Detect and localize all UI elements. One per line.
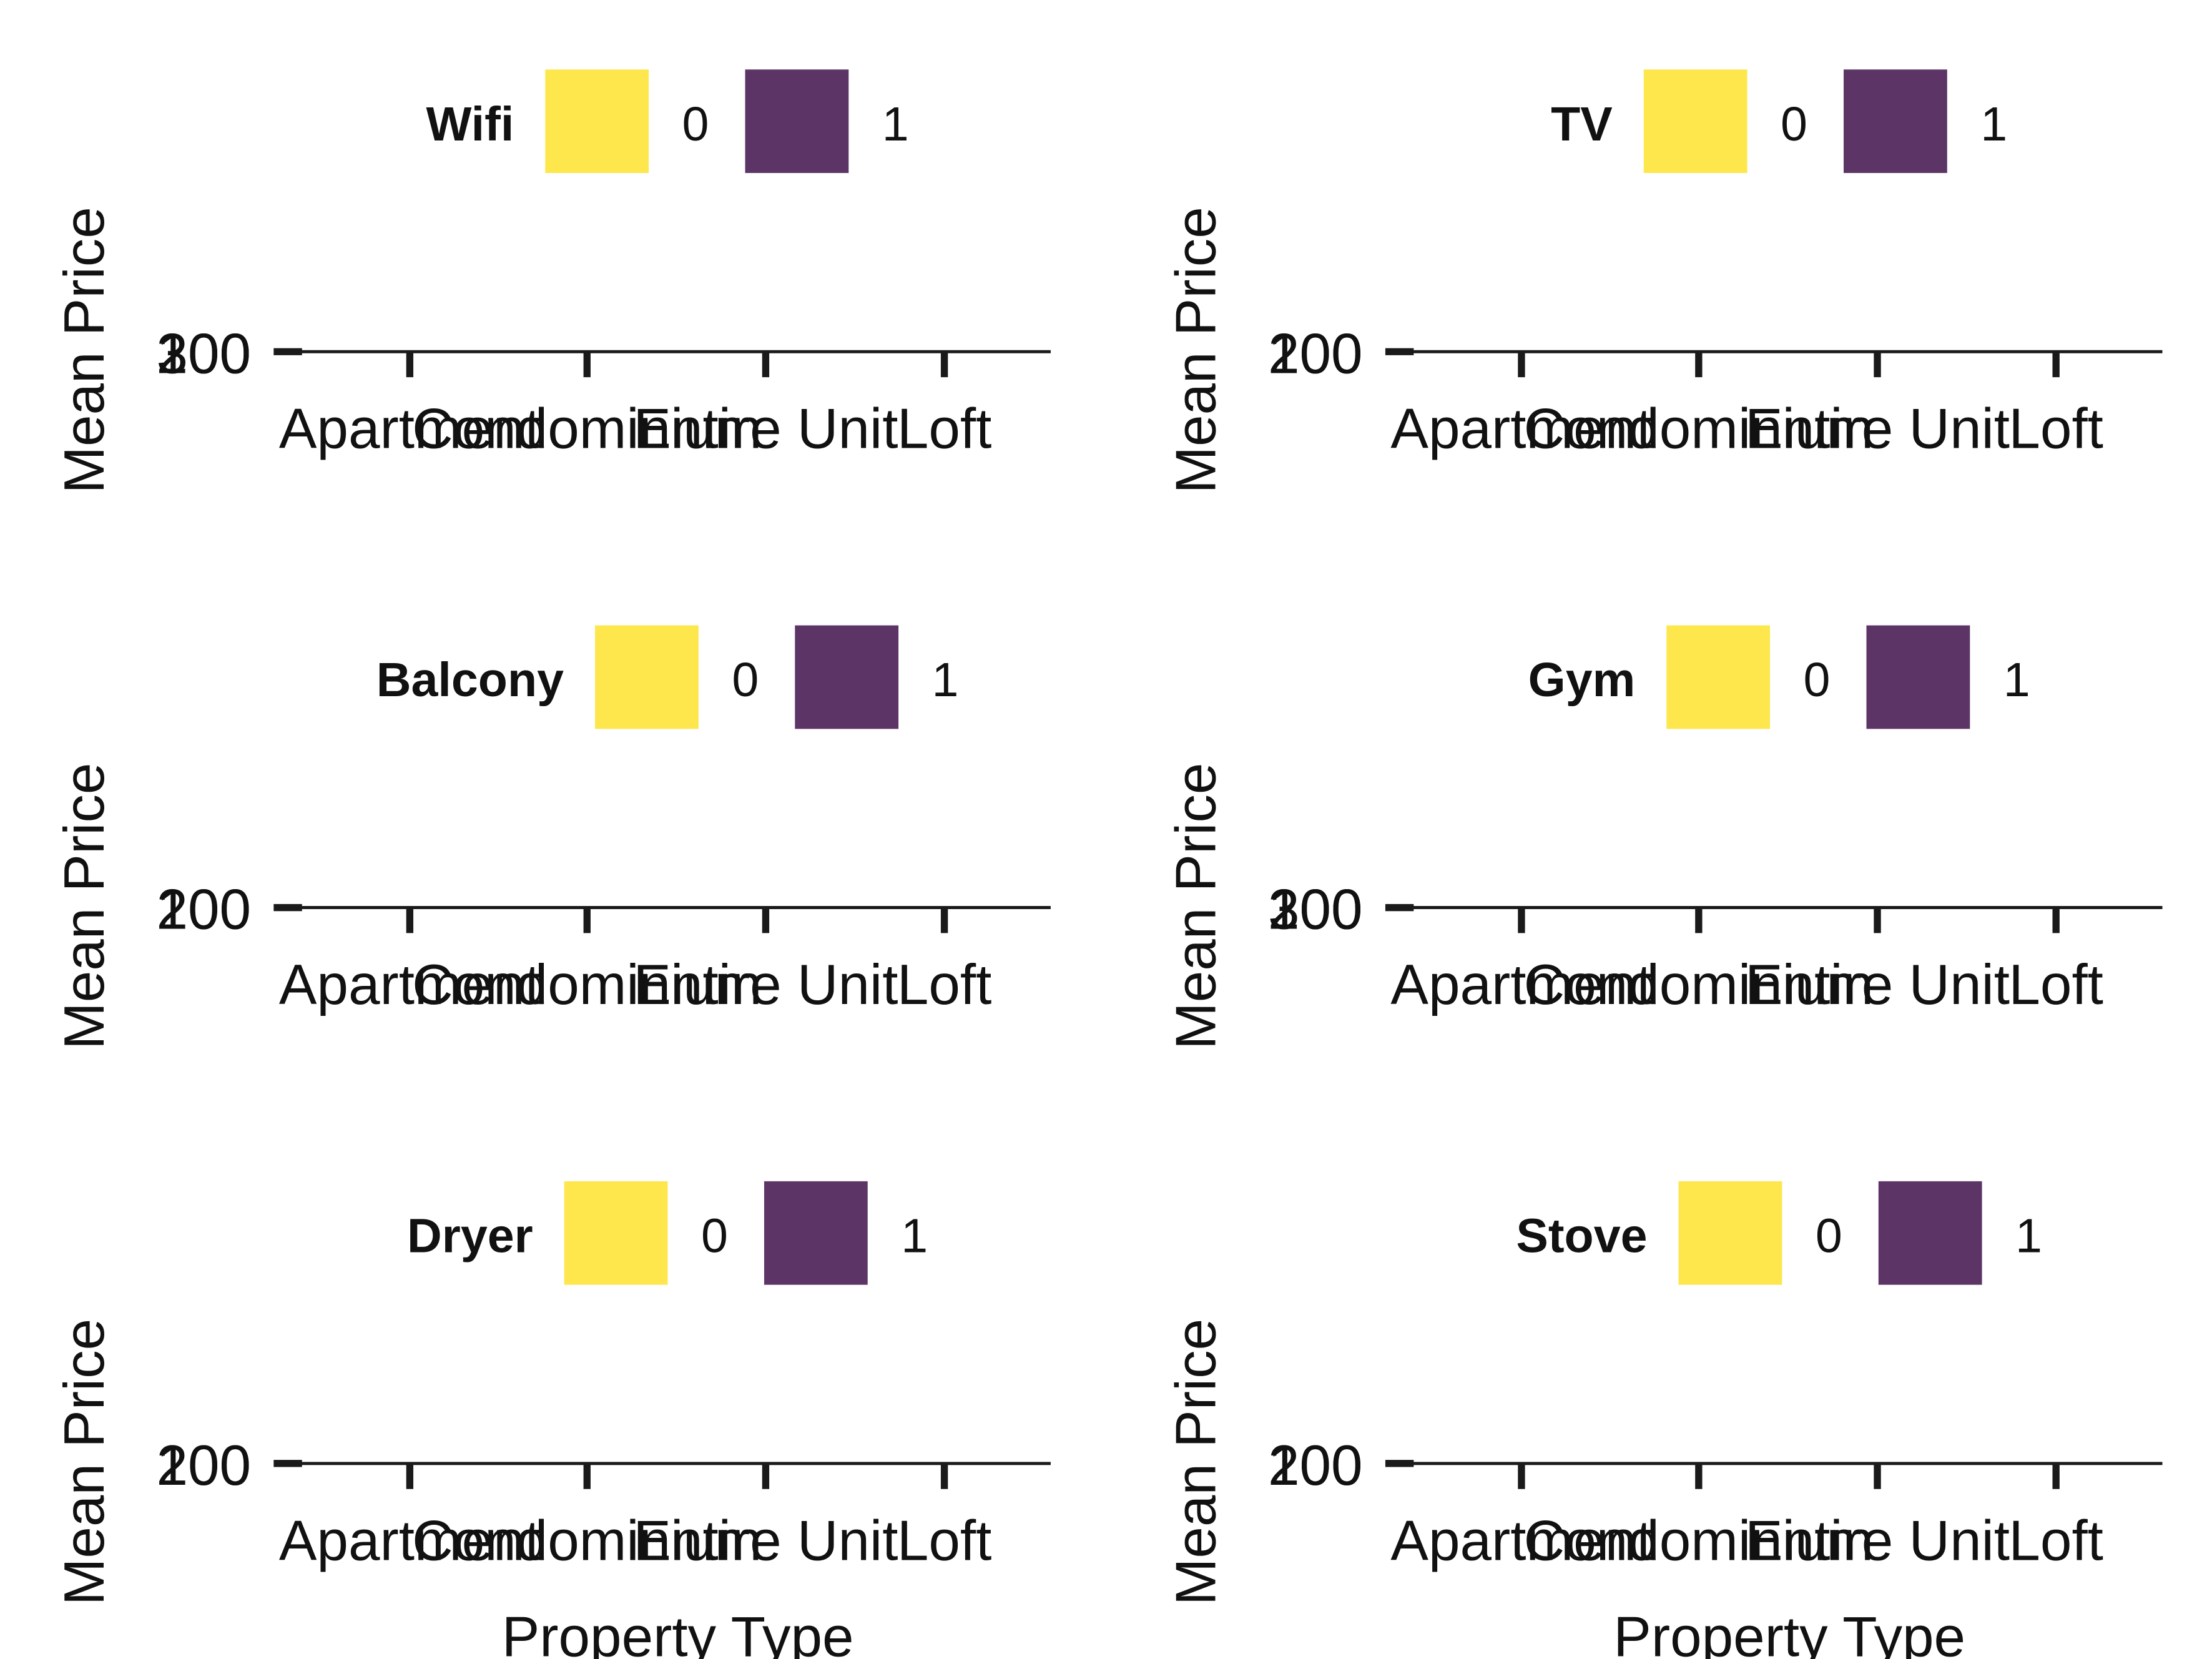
legend-key-1 — [795, 625, 899, 729]
y-tick-label: 200 — [156, 1434, 251, 1497]
legend-key-1 — [1878, 1181, 1982, 1285]
y-axis-title: Mean Price — [1164, 1319, 1227, 1605]
x-tick-label: Condominium — [1524, 953, 1874, 1017]
legend-label-1: 1 — [2015, 1209, 2042, 1263]
legend-key-1 — [745, 69, 849, 174]
x-tick-label: Condominium — [412, 953, 762, 1017]
legend-title: Balcony — [376, 653, 564, 707]
x-tick-label: Apartment — [279, 953, 541, 1017]
x-axis-title: Property Type — [1613, 1606, 1965, 1659]
legend: Dryer 0 1 — [407, 1181, 928, 1285]
y-tick-label: 100 — [156, 322, 251, 385]
legend-title: Wifi — [426, 97, 514, 151]
x-tick-label: Loft — [2008, 1509, 2103, 1572]
y-tick-label: 100 — [1268, 322, 1363, 385]
x-tick-label: Apartment — [1390, 953, 1652, 1017]
y-tick-label: 200 — [1268, 322, 1363, 385]
y-axis-title: Mean Price — [53, 763, 116, 1050]
legend-label-1: 1 — [901, 1209, 928, 1263]
y-tick-label: 200 — [156, 879, 251, 942]
y-tick-label: 300 — [1268, 879, 1363, 942]
legend-label-0: 0 — [1804, 653, 1831, 707]
y-tick-label: 100 — [1268, 1434, 1363, 1497]
legend-label-0: 0 — [1816, 1209, 1842, 1263]
legend-key-0 — [1666, 625, 1771, 729]
y-tick-label: 100 — [156, 1434, 251, 1497]
legend-label-0: 0 — [732, 653, 759, 707]
legend-title: TV — [1551, 97, 1613, 151]
legend: Balcony 0 1 — [376, 625, 959, 729]
x-tick-label: Apartment — [1390, 1509, 1652, 1572]
legend-label-0: 0 — [1781, 97, 1807, 151]
legend-key-0 — [1643, 69, 1747, 174]
legend-label-0: 0 — [682, 97, 709, 151]
x-tick-label: Loft — [2008, 398, 2103, 461]
x-tick-label: Entire Unit — [1745, 398, 2010, 461]
y-tick-label: 200 — [156, 322, 251, 385]
legend: Wifi 0 1 — [426, 69, 909, 174]
y-tick-label: 300 — [156, 322, 251, 385]
legend-key-1 — [764, 1181, 868, 1285]
x-tick-label: Loft — [897, 398, 992, 461]
x-tick-label: Apartment — [279, 398, 541, 461]
legend-key-0 — [595, 625, 699, 729]
legend-key-0 — [1678, 1181, 1782, 1285]
x-tick-label: Entire Unit — [633, 398, 898, 461]
legend-label-0: 0 — [701, 1209, 728, 1263]
y-tick-label: 100 — [156, 879, 251, 942]
legend-key-0 — [545, 69, 649, 174]
y-axis-title: Mean Price — [53, 207, 116, 493]
x-tick-label: Condominium — [412, 1509, 762, 1572]
x-tick-label: Loft — [2008, 953, 2103, 1017]
legend-label-1: 1 — [932, 653, 959, 707]
legend-label-1: 1 — [882, 97, 909, 151]
x-tick-label: Loft — [897, 953, 992, 1017]
x-tick-label: Entire Unit — [633, 1509, 898, 1572]
legend-label-1: 1 — [1980, 97, 2007, 151]
x-tick-label: Condominium — [1524, 398, 1874, 461]
legend-label-1: 1 — [2003, 653, 2030, 707]
legend-title: Gym — [1528, 653, 1636, 707]
legend-title: Stove — [1516, 1209, 1647, 1263]
x-tick-label: Apartment — [279, 1509, 541, 1572]
x-axis-title: Property Type — [502, 1606, 854, 1659]
legend-title: Dryer — [407, 1209, 533, 1263]
legend: Gym 0 1 — [1528, 625, 2030, 729]
legend-key-1 — [1843, 69, 1947, 174]
x-tick-label: Entire Unit — [633, 953, 898, 1017]
x-tick-label: Condominium — [1524, 1509, 1874, 1572]
legend-key-1 — [1866, 625, 1970, 729]
y-tick-label: 100 — [1268, 879, 1363, 942]
legend: TV 0 1 — [1551, 69, 2007, 174]
x-tick-label: Entire Unit — [1745, 953, 2010, 1017]
y-axis-title: Mean Price — [1164, 763, 1227, 1050]
chart-panels: Wifi 0 1100200300ApartmentCondominiumEntir… — [53, 69, 2163, 1659]
y-tick-label: 200 — [1268, 879, 1363, 942]
x-tick-label: Apartment — [1390, 398, 1652, 461]
legend-key-0 — [564, 1181, 668, 1285]
y-axis-title: Mean Price — [53, 1319, 116, 1605]
x-tick-label: Condominium — [412, 398, 762, 461]
x-tick-label: Entire Unit — [1745, 1509, 2010, 1572]
y-axis-title: Mean Price — [1164, 207, 1227, 493]
legend: Stove 0 1 — [1516, 1181, 2042, 1285]
x-tick-label: Loft — [897, 1509, 992, 1572]
y-tick-label: 200 — [1268, 1434, 1363, 1497]
